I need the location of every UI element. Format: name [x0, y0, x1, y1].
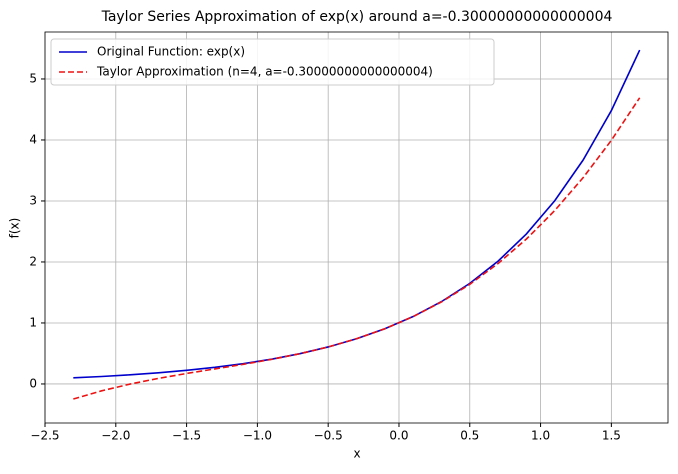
legend-label: Taylor Approximation (n=4, a=-0.30000000…	[96, 65, 433, 79]
x-tick-label: 0.5	[460, 429, 479, 443]
plot-frame	[44, 31, 669, 424]
legend-label: Original Function: exp(x)	[97, 45, 245, 59]
x-tick-label: −2.0	[101, 429, 130, 443]
x-tick-label: −0.5	[314, 429, 343, 443]
y-tick-label: 5	[29, 71, 37, 85]
y-axis-label: f(x)	[8, 218, 22, 239]
legend-box	[50, 38, 495, 86]
y-tick-label: 0	[29, 376, 37, 390]
x-tick-label: 0.0	[389, 429, 408, 443]
x-tick-label: 1.5	[602, 429, 621, 443]
series-line	[73, 49, 641, 379]
x-tick-label: −1.5	[172, 429, 201, 443]
y-tick-label: 3	[29, 193, 37, 207]
x-tick-label: 1.0	[531, 429, 550, 443]
y-tick-label: 1	[29, 315, 37, 329]
chart-title: Taylor Series Approximation of exp(x) ar…	[101, 9, 613, 25]
x-axis-label: x	[353, 447, 360, 461]
x-tick-label: −1.0	[243, 429, 272, 443]
x-tick-label: −2.5	[30, 429, 59, 443]
y-tick-label: 2	[29, 254, 37, 268]
y-tick-label: 4	[29, 132, 37, 146]
series-line	[73, 97, 641, 400]
